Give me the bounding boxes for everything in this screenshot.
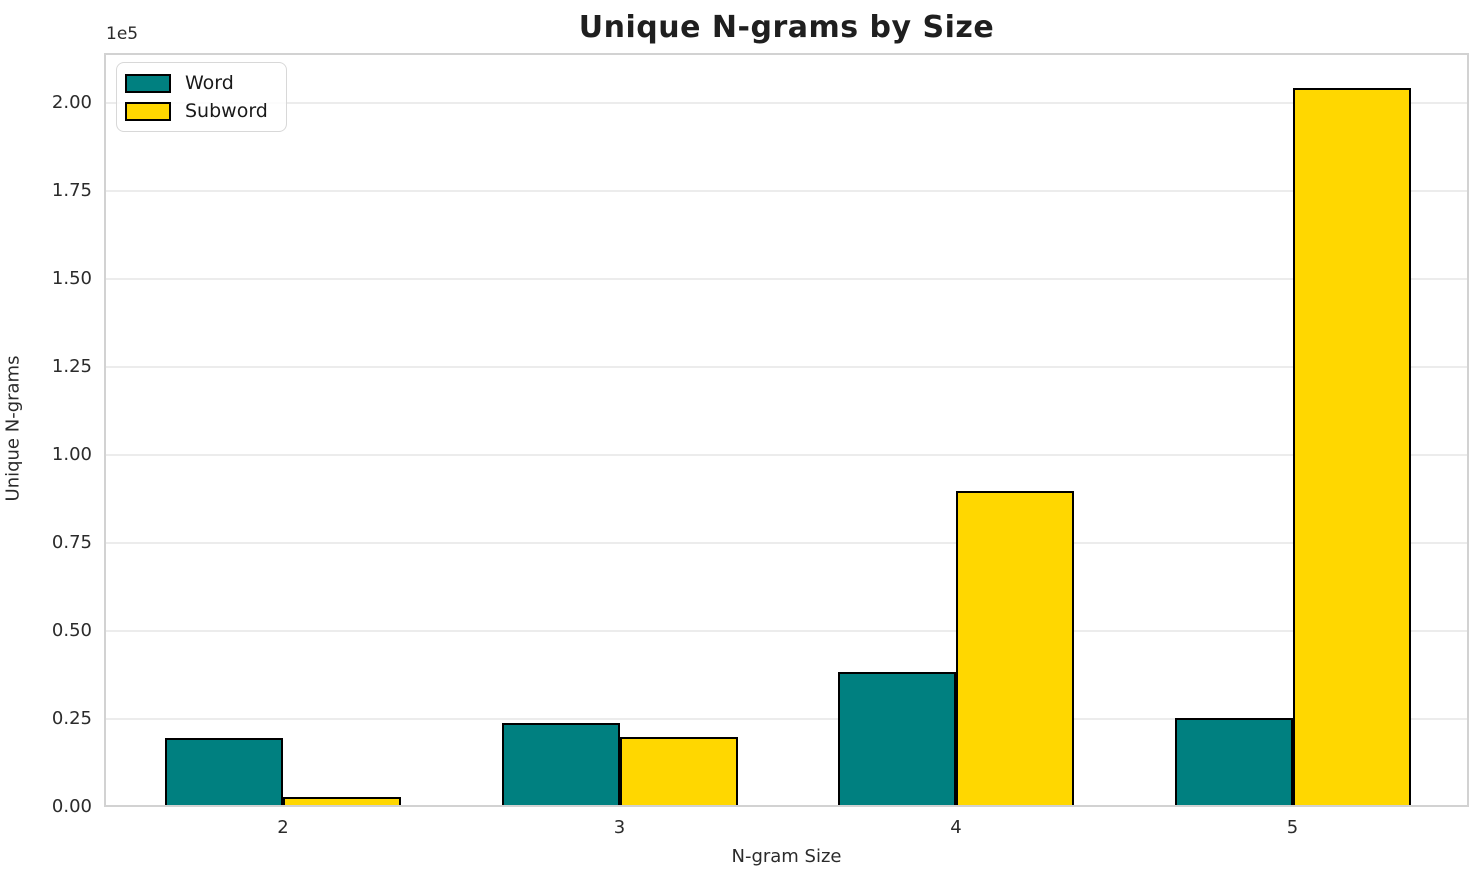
legend: Word Subword (116, 62, 287, 132)
y-tick-label: 1.75 (51, 179, 92, 201)
gridline (104, 190, 1469, 192)
bar-word-ngram-2 (165, 738, 283, 807)
y-axis-offset-label: 1e5 (106, 24, 139, 44)
gridline (104, 454, 1469, 456)
bar-word-ngram-4 (838, 672, 956, 807)
legend-item-word: Word (125, 72, 268, 94)
gridline (104, 102, 1469, 104)
bar-word-ngram-3 (501, 723, 620, 807)
y-tick-label: 0.25 (51, 707, 92, 729)
gridline (104, 278, 1469, 280)
y-tick-label: 1.00 (51, 443, 92, 465)
x-tick-label: 4 (950, 817, 962, 838)
gridline (104, 718, 1469, 720)
plot-frame (104, 53, 1469, 807)
gridline (104, 542, 1469, 544)
plot-area (104, 53, 1469, 807)
x-tick-label: 3 (613, 817, 626, 838)
legend-item-subword: Subword (125, 100, 268, 122)
x-axis-label: N-gram Size (731, 846, 842, 867)
bar-subword-ngram-2 (283, 797, 401, 807)
y-tick-label: 0.50 (51, 619, 92, 641)
gridline (104, 630, 1469, 632)
subword-swatch-icon (125, 101, 171, 121)
x-tick-label: 2 (277, 817, 289, 838)
word-swatch-icon (125, 73, 171, 93)
x-tick-label: 5 (1286, 817, 1299, 838)
y-tick-label: 0.00 (51, 796, 92, 817)
y-tick-label: 2.00 (51, 91, 92, 113)
y-tick-label: 0.75 (51, 531, 92, 553)
y-tick-label: 1.25 (51, 355, 92, 377)
gridline (104, 366, 1469, 368)
legend-label-word: Word (185, 72, 234, 94)
bar-word-ngram-5 (1174, 718, 1293, 807)
chart-title: Unique N-grams by Size (578, 10, 995, 45)
bar-subword-ngram-4 (956, 491, 1074, 807)
bar-subword-ngram-5 (1292, 88, 1411, 807)
bar-subword-ngram-3 (619, 737, 738, 807)
legend-label-subword: Subword (185, 100, 268, 122)
y-tick-label: 1.50 (51, 267, 92, 289)
